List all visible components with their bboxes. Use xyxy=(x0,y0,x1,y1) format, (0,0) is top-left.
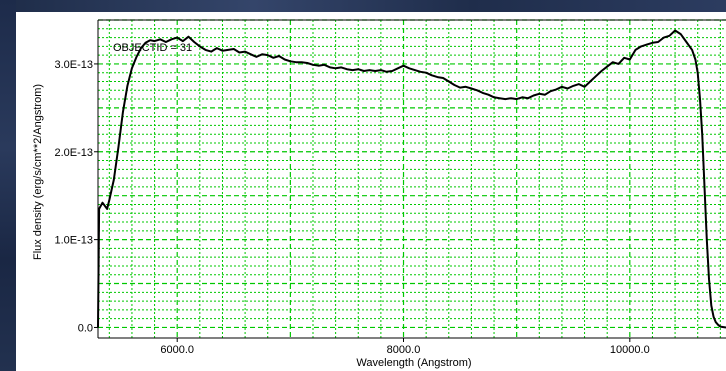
axis-layer xyxy=(94,19,726,342)
x-tick-label: 10000.0 xyxy=(610,344,650,356)
x-axis-label: Wavelength (Angstrom) xyxy=(356,357,471,369)
spectrum-line xyxy=(97,29,726,329)
y-tick-label: 1.0E-13 xyxy=(54,235,93,247)
x-tick-label: 6000.0 xyxy=(160,344,194,356)
object-annotation: OBJECTID = 31 xyxy=(113,42,192,54)
window-top-strip xyxy=(0,0,726,12)
x-tick-label: 8000.0 xyxy=(387,344,421,356)
window-left-strip xyxy=(0,0,16,371)
grid-layer xyxy=(98,19,726,338)
tick-label-layer: 6000.0 8000.0 10000.0 0.0 1.0E-13 2.0E-13 3.0E… xyxy=(54,59,649,356)
y-tick-label: 0.0 xyxy=(78,322,93,334)
y-tick-label: 2.0E-13 xyxy=(54,147,93,159)
series-layer xyxy=(97,29,726,329)
y-axis-label: Flux density (erg/s/cm**2/Angstrom) xyxy=(32,84,44,260)
plot-area-background xyxy=(98,20,726,338)
y-tick-label: 3.0E-13 xyxy=(54,59,93,71)
